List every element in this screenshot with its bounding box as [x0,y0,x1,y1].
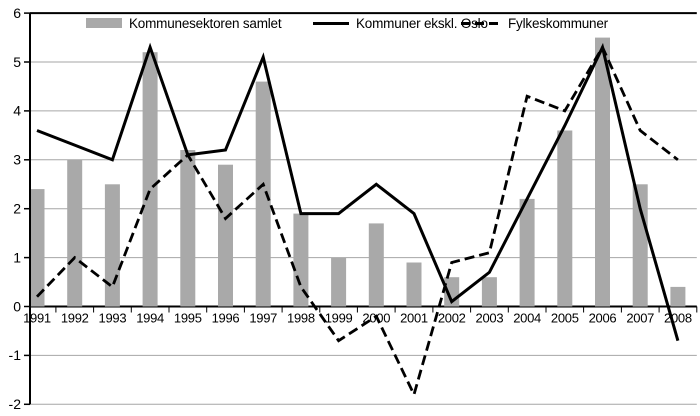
svg-text:-1: -1 [9,347,22,363]
svg-text:2006: 2006 [589,311,617,326]
svg-text:2: 2 [13,201,21,217]
svg-text:0: 0 [13,298,21,314]
svg-text:1995: 1995 [174,311,202,326]
svg-text:1991: 1991 [23,311,51,326]
svg-text:5: 5 [13,54,21,70]
svg-text:1997: 1997 [249,311,277,326]
svg-text:-2: -2 [9,396,22,412]
svg-text:2008: 2008 [664,311,692,326]
svg-text:2001: 2001 [400,311,428,326]
svg-text:3: 3 [13,152,21,168]
svg-text:1999: 1999 [325,311,353,326]
svg-text:2002: 2002 [438,311,466,326]
svg-text:2003: 2003 [476,311,504,326]
svg-text:1992: 1992 [61,311,89,326]
svg-text:1993: 1993 [99,311,127,326]
svg-text:2004: 2004 [513,311,541,326]
svg-text:2007: 2007 [626,311,654,326]
svg-text:1996: 1996 [212,311,240,326]
svg-text:6: 6 [13,5,21,21]
svg-text:1994: 1994 [136,311,164,326]
svg-text:2005: 2005 [551,311,579,326]
svg-text:1998: 1998 [287,311,315,326]
svg-text:4: 4 [13,103,21,119]
svg-text:1: 1 [13,249,21,265]
